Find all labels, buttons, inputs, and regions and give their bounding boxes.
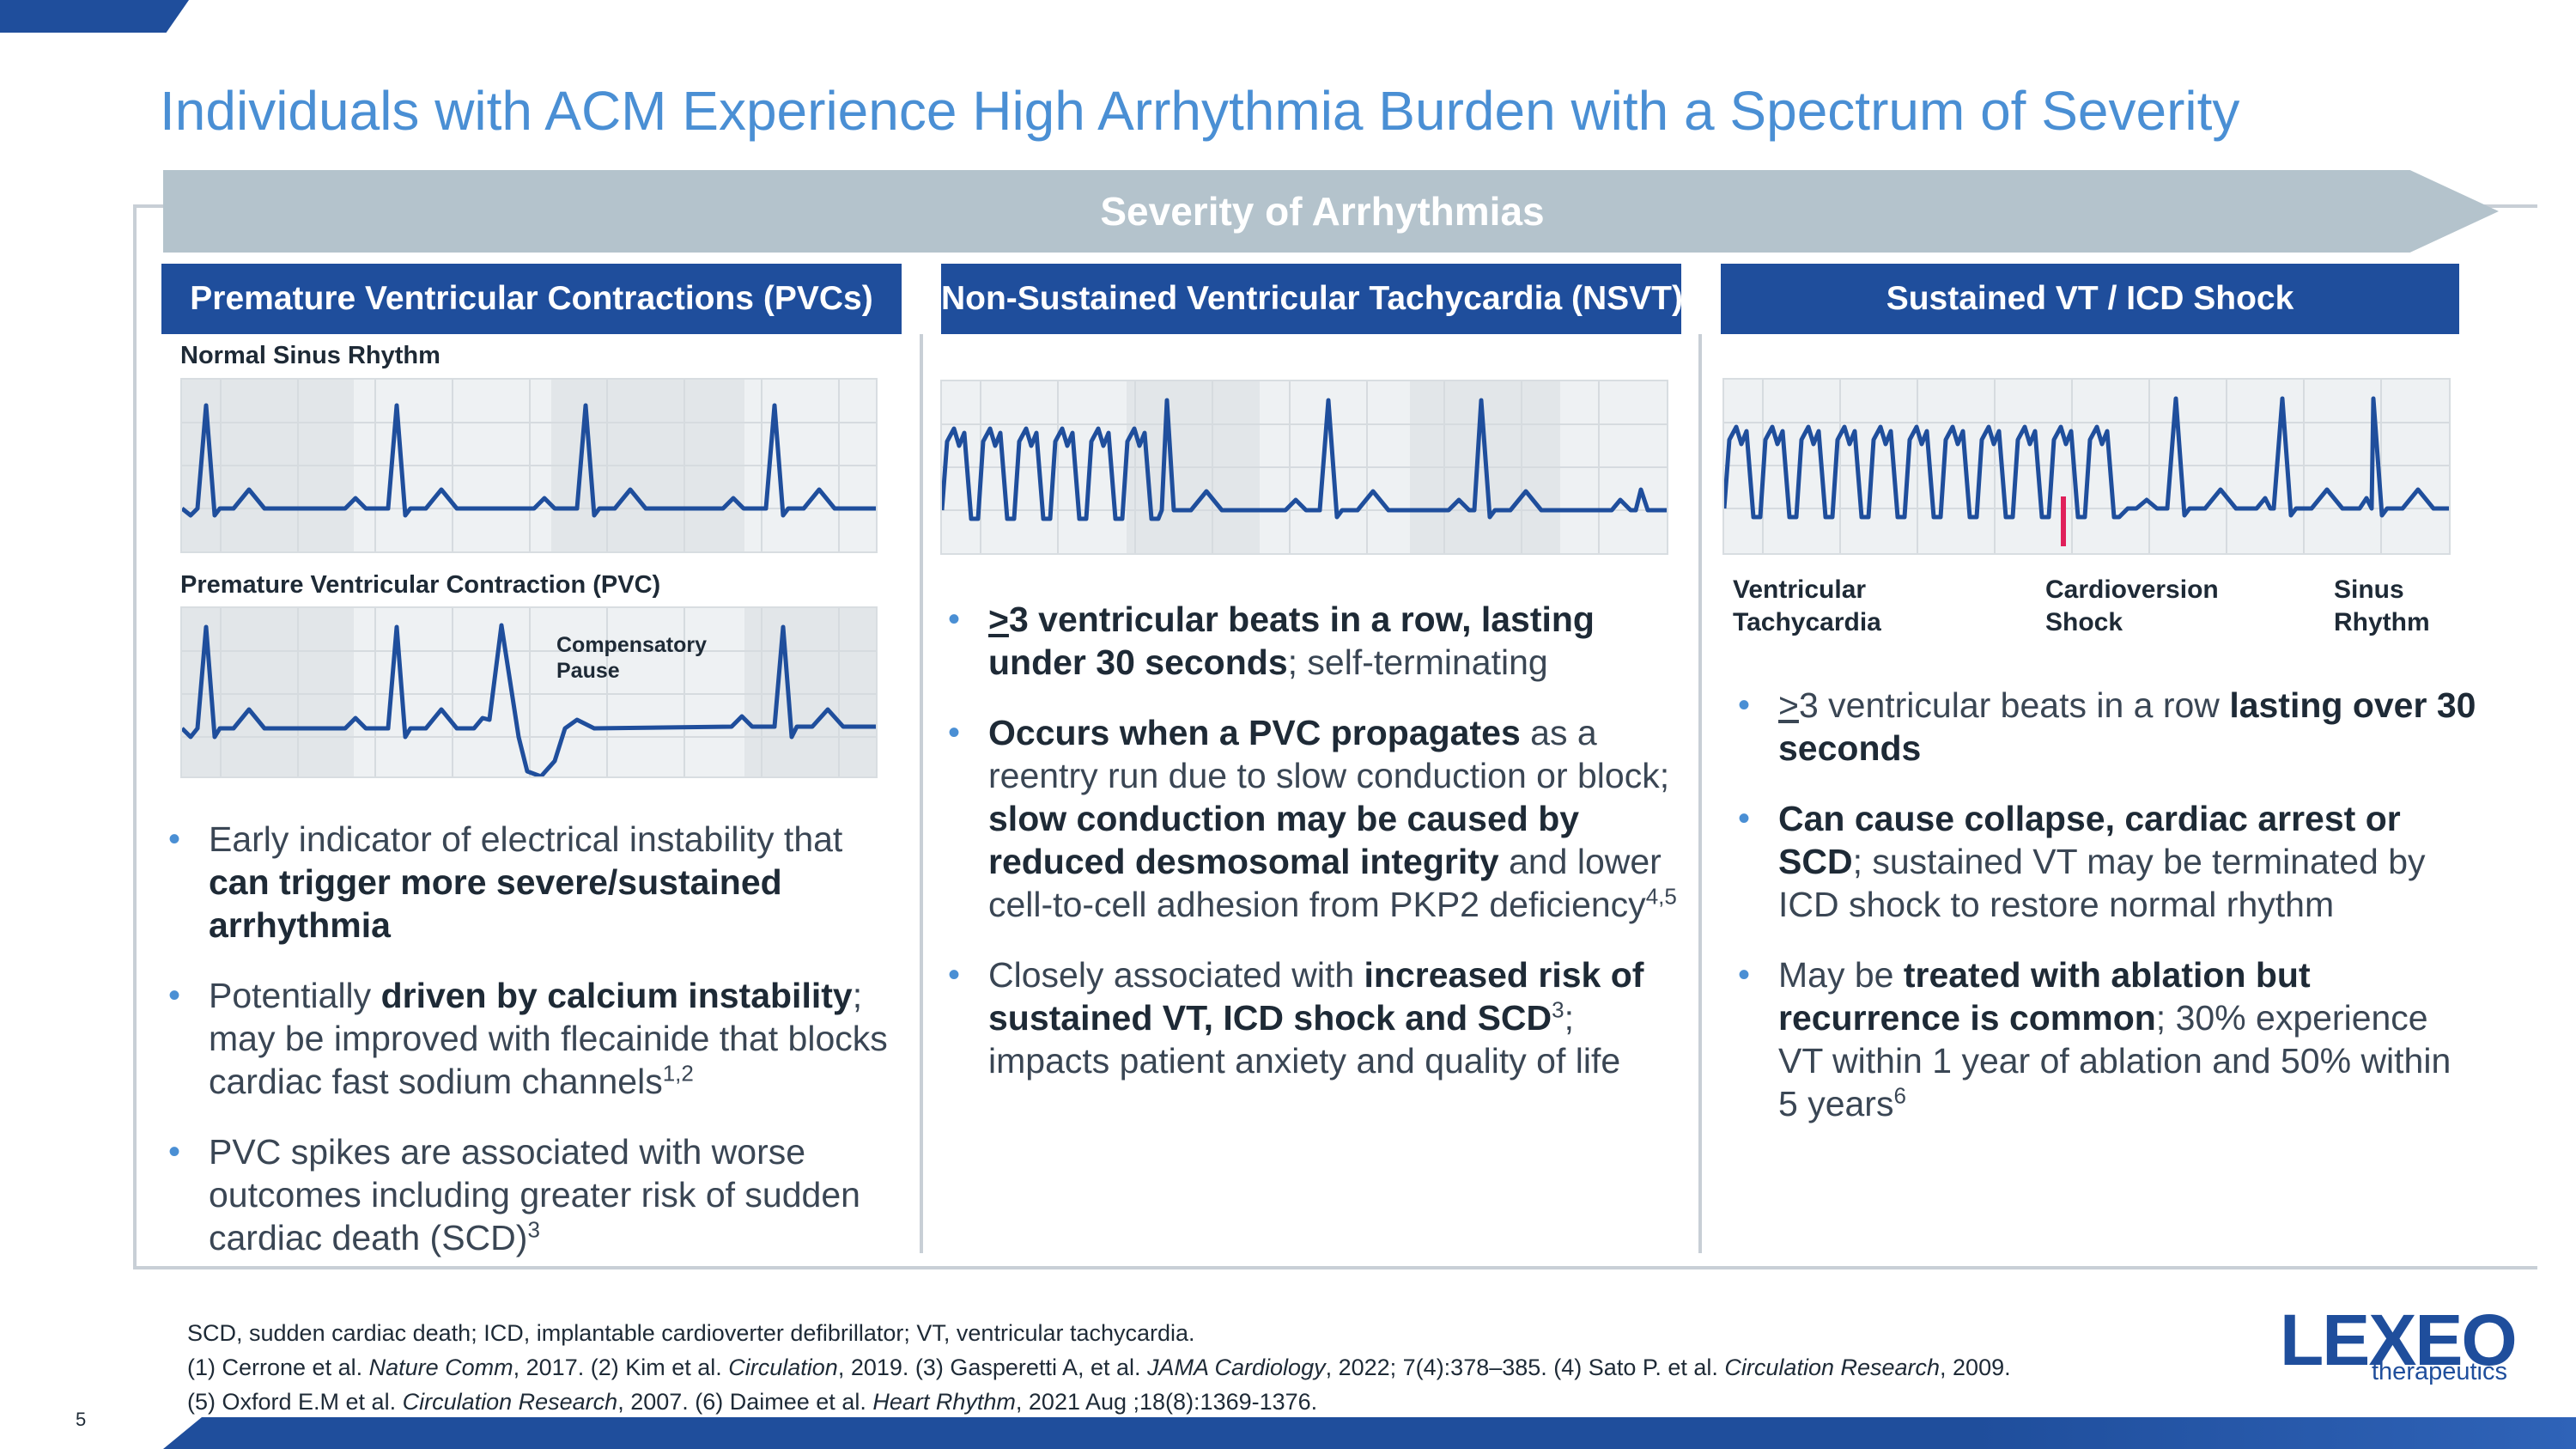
footnote-abbreviations: SCD, sudden cardiac death; ICD, implanta… bbox=[187, 1320, 1195, 1346]
list-item: Potentially driven by calcium instabilit… bbox=[161, 974, 900, 1103]
list-item: >3 ventricular beats in a row lasting ov… bbox=[1731, 684, 2478, 770]
list-item: Early indicator of electrical instabilit… bbox=[161, 818, 900, 947]
footnote-refs-line-2: (5) Oxford E.M et al. Circulation Resear… bbox=[187, 1389, 1318, 1415]
severity-label: Severity of Arrhythmias bbox=[1100, 189, 1545, 234]
page-number: 5 bbox=[76, 1409, 87, 1430]
bold-text: slow conduction may be caused by reduced… bbox=[988, 799, 1580, 881]
journal-name: Circulation bbox=[728, 1355, 838, 1380]
pvc-bullets: Early indicator of electrical instabilit… bbox=[161, 818, 900, 1287]
ecg-sustained-vt bbox=[1722, 378, 2451, 555]
bold-text: lasting over 30 seconds bbox=[1778, 685, 2476, 768]
citation-sup: 3 bbox=[1552, 996, 1564, 1023]
journal-name: Circulation Research bbox=[1724, 1355, 1941, 1380]
bold-text: increased risk of sustained VT, ICD shoc… bbox=[988, 955, 1644, 1038]
header-sustained-vt: Sustained VT / ICD Shock bbox=[1721, 264, 2459, 334]
header-pvcs: Premature Ventricular Contractions (PVCs… bbox=[161, 264, 902, 334]
ecg-normal-sinus bbox=[180, 378, 878, 553]
bold-text: >3 ventricular beats in a row, lasting u… bbox=[988, 600, 1595, 682]
column-divider bbox=[1698, 334, 1702, 1253]
bold-text: Occurs when a PVC propagates bbox=[988, 713, 1521, 752]
bottom-accent-bar bbox=[163, 1417, 2576, 1449]
citation-sup: 1,2 bbox=[662, 1060, 694, 1087]
compensatory-pause-label: Compensatory Pause bbox=[556, 633, 708, 683]
bold-text: driven by calcium instability bbox=[380, 976, 853, 1015]
journal-name: Heart Rhythm bbox=[872, 1389, 1016, 1415]
ecg-nsvt bbox=[940, 380, 1668, 555]
underlined-text: > bbox=[1778, 685, 1799, 725]
logo-subtitle: therapeutics bbox=[2372, 1358, 2507, 1385]
bold-text: Can cause collapse, cardiac arrest or SC… bbox=[1778, 799, 2401, 881]
list-item: PVC spikes are associated with worse out… bbox=[161, 1130, 900, 1259]
footnotes: SCD, sudden cardiac death; ICD, implanta… bbox=[187, 1316, 2011, 1419]
journal-name: Circulation Research bbox=[402, 1389, 618, 1415]
header-nsvt: Non-Sustained Ventricular Tachycardia (N… bbox=[941, 264, 1683, 334]
underlined-text: > bbox=[988, 600, 1009, 639]
list-item: Can cause collapse, cardiac arrest or SC… bbox=[1731, 797, 2478, 926]
normal-sinus-label: Normal Sinus Rhythm bbox=[180, 342, 440, 369]
nsvt-bullets: >3 ventricular beats in a row, lasting u… bbox=[941, 598, 1688, 1110]
sustained-vt-bullets: >3 ventricular beats in a row lasting ov… bbox=[1731, 684, 2478, 1153]
footnote-refs-line-1: (1) Cerrone et al. Nature Comm, 2017. (2… bbox=[187, 1355, 2011, 1380]
ecg-label-sinus-rhythm: Sinus Rhythm bbox=[2334, 575, 2430, 636]
journal-name: Nature Comm bbox=[368, 1355, 513, 1380]
ecg-label-cardioversion-shock: Cardioversion Shock bbox=[2045, 575, 2219, 636]
severity-arrow bbox=[163, 170, 2499, 253]
lexeo-logo: LEXEO bbox=[2280, 1300, 2518, 1390]
list-item: Closely associated with increased risk o… bbox=[941, 953, 1688, 1082]
column-divider bbox=[920, 334, 923, 1253]
list-item: >3 ventricular beats in a row, lasting u… bbox=[941, 598, 1688, 684]
list-item: Occurs when a PVC propagates as a reentr… bbox=[941, 711, 1688, 926]
citation-sup: 6 bbox=[1893, 1082, 1906, 1109]
page-title: Individuals with ACM Experience High Arr… bbox=[160, 80, 2240, 142]
bold-text: can trigger more severe/sustained arrhyt… bbox=[209, 862, 782, 945]
list-item: May be treated with ablation but recurre… bbox=[1731, 953, 2478, 1125]
logo-wordmark: LEXEO bbox=[2280, 1300, 2518, 1380]
citation-sup: 4,5 bbox=[1645, 883, 1677, 910]
top-accent-bar bbox=[0, 0, 189, 33]
citation-sup: 3 bbox=[527, 1216, 540, 1243]
pvc-label: Premature Ventricular Contraction (PVC) bbox=[180, 571, 661, 599]
bold-text: treated with ablation but recurrence is … bbox=[1778, 955, 2311, 1038]
ecg-label-ventricular-tachycardia: Ventricular Tachycardia bbox=[1733, 575, 1881, 636]
journal-name: JAMA Cardiology bbox=[1147, 1355, 1326, 1380]
ecg-pvc bbox=[180, 606, 878, 778]
